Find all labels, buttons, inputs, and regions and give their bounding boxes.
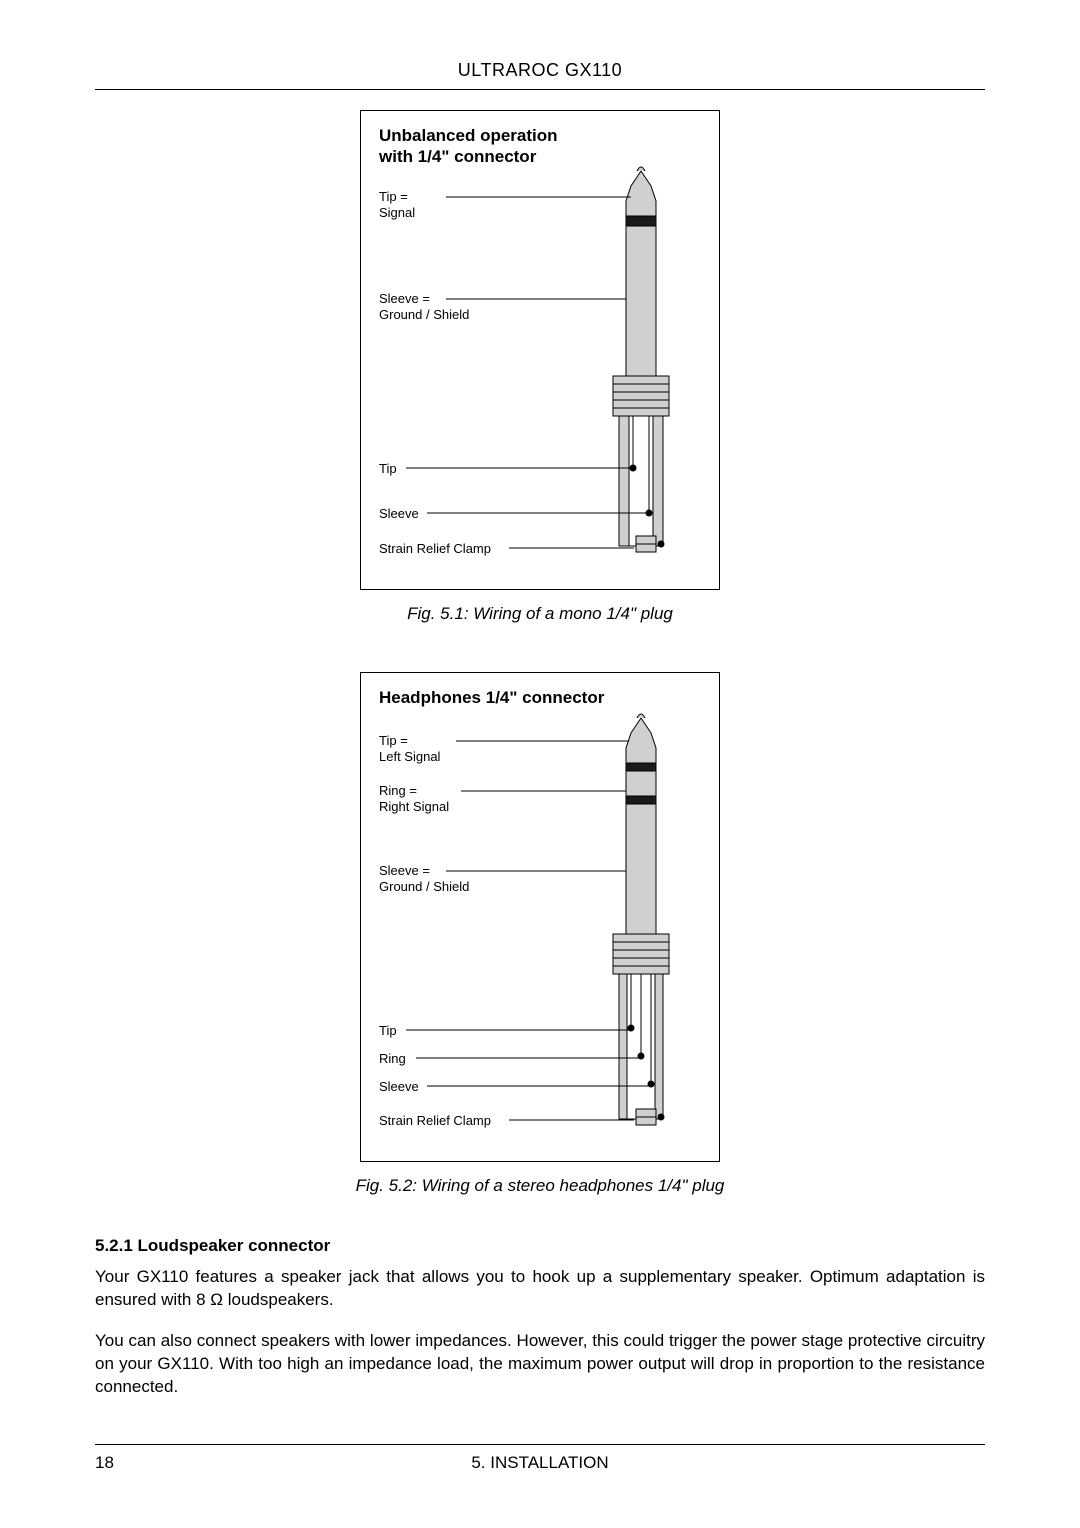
section-para-2: You can also connect speakers with lower… — [95, 1330, 985, 1399]
page-header: ULTRAROC GX110 — [95, 60, 985, 90]
section-heading: 5.2.1 Loudspeaker connector — [95, 1236, 985, 1256]
section-para-1: Your GX110 features a speaker jack that … — [95, 1266, 985, 1312]
figure-1-caption: Fig. 5.1: Wiring of a mono 1/4" plug — [95, 604, 985, 624]
page-footer: 18 5. INSTALLATION — [95, 1444, 985, 1473]
footer-chapter: 5. INSTALLATION — [95, 1453, 985, 1473]
fig1-plug-svg — [361, 111, 721, 591]
figure-2-caption: Fig. 5.2: Wiring of a stereo headphones … — [95, 1176, 985, 1196]
figure-2-box: Headphones 1/4" connector Tip = Left Sig… — [360, 672, 720, 1162]
fig2-plug-svg — [361, 673, 721, 1163]
figure-1-box: Unbalanced operation with 1/4" connector… — [360, 110, 720, 590]
